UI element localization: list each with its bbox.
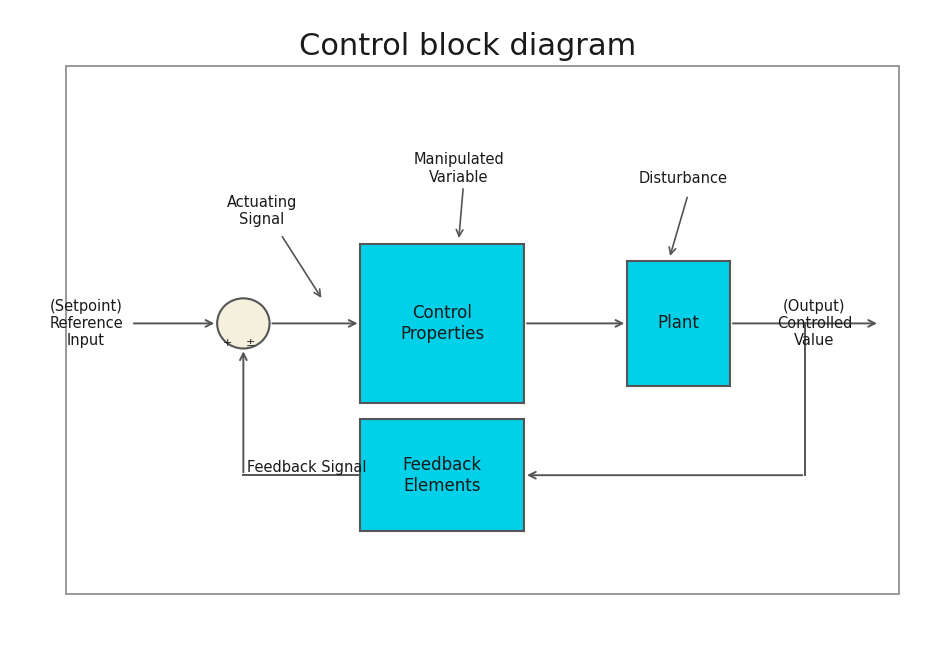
Text: Plant: Plant [658,314,699,333]
Text: (Output)
Controlled
Value: (Output) Controlled Value [777,298,852,348]
Text: Control block diagram: Control block diagram [300,32,636,61]
Text: Disturbance: Disturbance [638,171,728,185]
Bar [66,66,899,594]
Text: Feedback Signal: Feedback Signal [247,460,367,475]
Text: Feedback
Elements: Feedback Elements [402,456,482,494]
Text: (Setpoint)
Reference
Input: (Setpoint) Reference Input [50,298,123,348]
Text: +: + [223,338,232,348]
Text: Actuating
Signal: Actuating Signal [227,195,298,228]
Ellipse shape [217,298,270,348]
Bar [360,244,524,403]
Text: Control
Properties: Control Properties [400,304,485,343]
Text: ±: ± [246,338,256,348]
Text: Manipulated
Variable: Manipulated Variable [414,152,504,185]
Bar [627,261,730,386]
Bar [360,419,524,531]
